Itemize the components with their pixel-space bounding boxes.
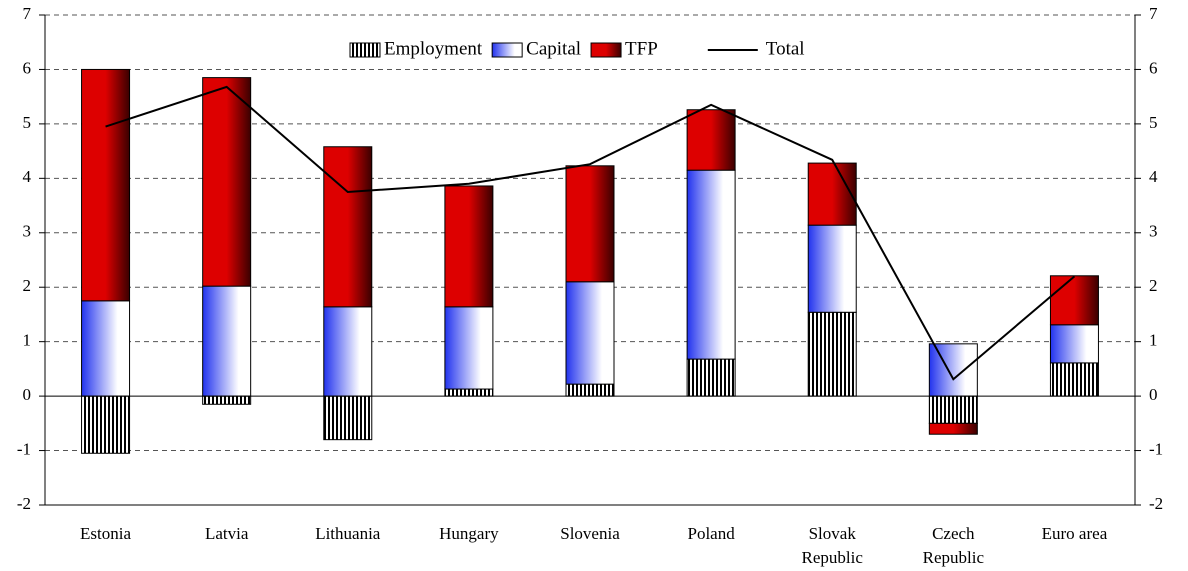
bar-segment xyxy=(565,165,615,283)
bar-segment xyxy=(202,77,252,287)
legend-label: Employment xyxy=(384,38,483,59)
bar-segment xyxy=(1049,275,1099,326)
y2-tick-label: -1 xyxy=(1149,439,1163,458)
legend-label: Capital xyxy=(526,38,581,59)
bar-segment xyxy=(444,388,494,397)
x-tick-label: Czech Republic xyxy=(923,524,985,567)
x-tick-label: Slovak Republic xyxy=(802,524,864,567)
x-tick-label: Lithuania xyxy=(315,524,381,543)
y2-tick-label: 3 xyxy=(1149,222,1158,241)
y-tick-label: 3 xyxy=(23,222,32,241)
bar-segment xyxy=(565,383,615,397)
y2-tick-label: 4 xyxy=(1149,167,1158,186)
x-tick-label: Latvia xyxy=(205,524,249,543)
bar-segment xyxy=(202,395,252,405)
y-tick-label: 6 xyxy=(23,58,32,77)
y-tick-label: 5 xyxy=(23,113,32,132)
x-tick-label: Estonia xyxy=(80,524,131,543)
bar-segment xyxy=(686,169,736,360)
bar-segment xyxy=(686,358,736,397)
bar-segment xyxy=(928,422,978,435)
y-tick-label: 7 xyxy=(23,4,32,23)
bar-segment xyxy=(1049,324,1099,364)
bar-segment xyxy=(928,343,978,397)
y2-tick-label: 2 xyxy=(1149,276,1158,295)
legend-label: TFP xyxy=(625,38,658,59)
y2-tick-label: -2 xyxy=(1149,494,1163,513)
x-tick-label: Poland xyxy=(687,524,735,543)
y2-tick-label: 0 xyxy=(1149,385,1158,404)
bar-segment xyxy=(565,281,615,385)
bar-segment xyxy=(928,395,978,424)
y-tick-label: 0 xyxy=(23,385,32,404)
y2-tick-label: 1 xyxy=(1149,331,1158,350)
x-tick-label: Hungary xyxy=(439,524,499,543)
bar-segment xyxy=(81,300,131,397)
legend-swatch xyxy=(590,42,622,58)
bar-segment xyxy=(807,162,857,226)
bar-segment xyxy=(323,395,373,441)
bar-segment xyxy=(686,109,736,171)
legend-label: Total xyxy=(766,38,805,59)
bar-segment xyxy=(323,306,373,397)
y2-tick-label: 6 xyxy=(1149,58,1158,77)
bar-segment xyxy=(444,185,494,308)
bar-segment xyxy=(444,306,494,390)
bar-segment xyxy=(81,68,131,302)
bar-segment xyxy=(807,311,857,397)
y-tick-label: -1 xyxy=(17,439,31,458)
y-tick-label: 4 xyxy=(23,167,32,186)
bar-segment xyxy=(1049,362,1099,397)
legend-swatch xyxy=(491,42,523,58)
bar-segment xyxy=(807,224,857,313)
bar-segment xyxy=(323,146,373,308)
y2-tick-label: 5 xyxy=(1149,113,1158,132)
y-tick-label: 2 xyxy=(23,276,32,295)
y2-tick-label: 7 xyxy=(1149,4,1158,23)
legend-swatch xyxy=(349,42,381,58)
bar-segment xyxy=(81,395,131,454)
y-tick-label: 1 xyxy=(23,331,32,350)
total-line xyxy=(105,85,1076,381)
x-tick-label: Euro area xyxy=(1042,524,1108,543)
bar-segment xyxy=(202,285,252,397)
y-tick-label: -2 xyxy=(17,494,31,513)
x-tick-label: Slovenia xyxy=(560,524,620,543)
